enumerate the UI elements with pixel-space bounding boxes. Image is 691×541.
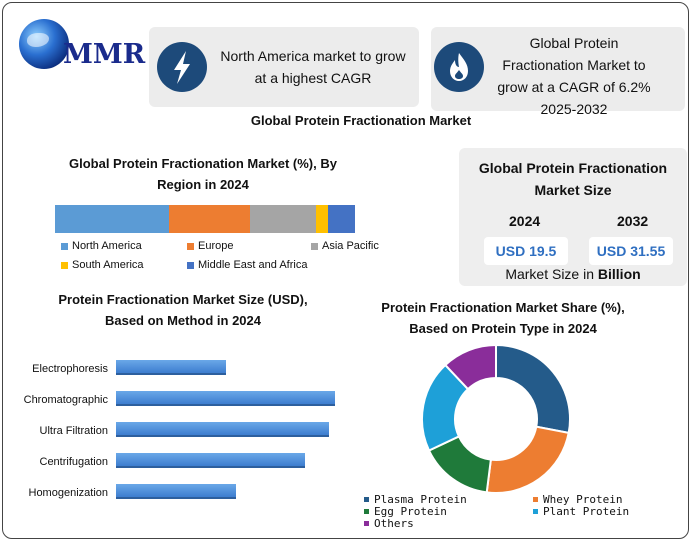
callout-text: North America market to grow at a highes…: [220, 48, 406, 86]
method-label-homogenization: Homogenization: [28, 487, 109, 499]
legend-label: Asia Pacific: [322, 240, 379, 252]
region-legend-middle-east-and-africa: Middle East and Africa: [187, 259, 307, 271]
legend-swatch: [364, 521, 369, 526]
region-legend-north-america: North America: [61, 240, 142, 252]
region-segment-north-america: [55, 205, 169, 233]
callout-text: Global Protein Fractionation Market to g…: [497, 35, 651, 117]
main-title: Global Protein Fractionation Market: [250, 113, 472, 128]
protein-legend-plant-protein: Plant Protein: [533, 505, 629, 518]
year-2024-label: 2024: [509, 213, 541, 229]
region-chart-title: Global Protein Fractionation Market (%),…: [69, 156, 337, 192]
legend-swatch: [187, 261, 194, 269]
method-label-ultra-filtration: Ultra Filtration: [39, 425, 108, 437]
protein-donut-chart: [421, 343, 571, 494]
protein-legend-whey-protein: Whey Protein: [533, 493, 622, 506]
logo-text: MMR: [63, 39, 146, 70]
method-bar-chromatographic: [116, 391, 336, 406]
legend-swatch: [61, 261, 68, 269]
legend-swatch: [187, 242, 194, 250]
market-size-2032-value: USD 31.55: [589, 237, 673, 265]
legend-label: Plant Protein: [543, 505, 630, 518]
legend-label: North America: [72, 240, 142, 252]
protein-legend-plasma-protein: Plasma Protein: [364, 493, 467, 506]
lightning-bolt-icon: [157, 42, 207, 92]
method-bar-centrifugation: [116, 453, 305, 468]
market-size-title: Global Protein Fractionation Market Size: [478, 160, 668, 198]
legend-label: Others: [374, 517, 414, 530]
method-bar-homogenization: [116, 484, 236, 499]
protein-legend-egg-protein: Egg Protein: [364, 505, 447, 518]
legend-label: Egg Protein: [374, 505, 447, 518]
method-label-centrifugation: Centrifugation: [39, 456, 109, 468]
protein-chart-title: Protein Fractionation Market Share (%), …: [381, 300, 625, 336]
legend-swatch: [364, 497, 369, 502]
region-segment-asia-pacific: [250, 205, 316, 233]
protein-legend-others: Others: [364, 517, 414, 530]
market-size-panel: Global Protein Fractionation Market Size…: [459, 148, 687, 286]
region-segment-south-america: [316, 205, 328, 233]
legend-label: Europe: [198, 240, 234, 252]
market-size-unit: Market Size in Billion: [505, 266, 641, 282]
mmr-logo: MMR: [17, 17, 146, 72]
legend-label: Plasma Protein: [374, 493, 467, 506]
year-2032-label: 2032: [617, 213, 649, 229]
legend-swatch: [364, 509, 369, 514]
market-size-2024-value: USD 19.5: [484, 237, 568, 265]
callout-cagr: Global Protein Fractionation Market to g…: [431, 27, 685, 117]
flame-icon: [434, 42, 484, 92]
legend-swatch: [533, 497, 538, 502]
region-legend-europe: Europe: [187, 240, 233, 252]
globe-icon: [19, 19, 69, 69]
region-stacked-bar: [55, 205, 355, 233]
region-segment-middle-east-and-africa: [328, 205, 355, 233]
callout-north-america: North America market to grow at a highes…: [149, 27, 419, 107]
method-label-electrophoresis: Electrophoresis: [32, 363, 108, 375]
legend-label: Whey Protein: [543, 493, 623, 506]
donut-slice-plasma-protein: [495, 343, 571, 435]
method-chart-title: Protein Fractionation Market Size (USD),…: [58, 292, 308, 328]
legend-swatch: [533, 509, 538, 514]
legend-swatch: [311, 242, 318, 250]
legend-label: Middle East and Africa: [198, 259, 308, 271]
method-bar-electrophoresis: [116, 360, 226, 375]
region-legend-south-america: South America: [61, 259, 144, 271]
method-bar-ultra-filtration: [116, 422, 329, 437]
legend-swatch: [61, 242, 68, 250]
legend-label: South America: [72, 259, 144, 271]
region-segment-europe: [169, 205, 250, 233]
donut-slice-others: [443, 343, 497, 391]
region-legend-asia-pacific: Asia Pacific: [311, 240, 379, 252]
donut-slice-whey-protein: [485, 425, 570, 494]
method-label-chromatographic: Chromatographic: [23, 394, 108, 406]
